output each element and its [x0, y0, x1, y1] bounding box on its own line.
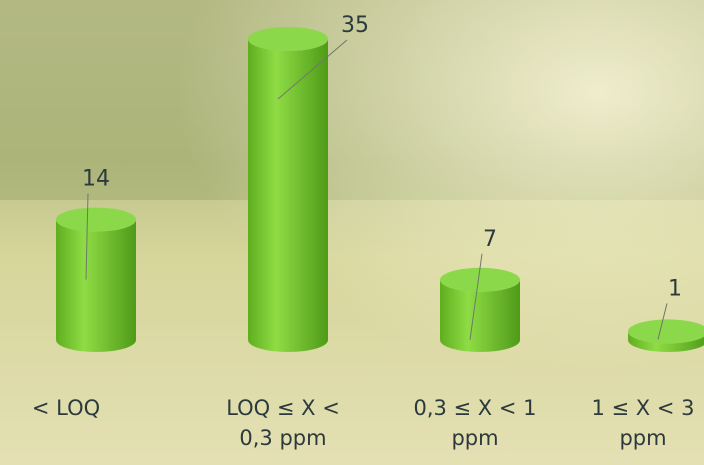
- cylinder-top: [440, 267, 520, 292]
- category-label: 1 ≤ X < 3 ppm: [591, 396, 695, 450]
- cylinder: [628, 331, 704, 352]
- leader-line: [657, 303, 668, 340]
- value-label: 14: [82, 167, 110, 192]
- cylinder: [56, 219, 136, 352]
- cylinder-top: [56, 207, 136, 232]
- category-label: < LOQ: [31, 396, 101, 420]
- cylinder-top: [628, 319, 704, 344]
- leader-line: [85, 193, 89, 280]
- value-label: 7: [483, 227, 497, 252]
- category-label: LOQ ≤ X < 0,3 ppm: [226, 396, 340, 450]
- leader-line: [469, 253, 483, 340]
- cylinder: [248, 39, 328, 352]
- leader-line: [277, 39, 348, 100]
- value-label: 35: [341, 13, 369, 38]
- cylinder-top: [248, 27, 328, 51]
- value-label: 1: [668, 276, 682, 301]
- category-label: 0,3 ≤ X < 1 ppm: [413, 396, 537, 450]
- cylinder: [440, 279, 520, 352]
